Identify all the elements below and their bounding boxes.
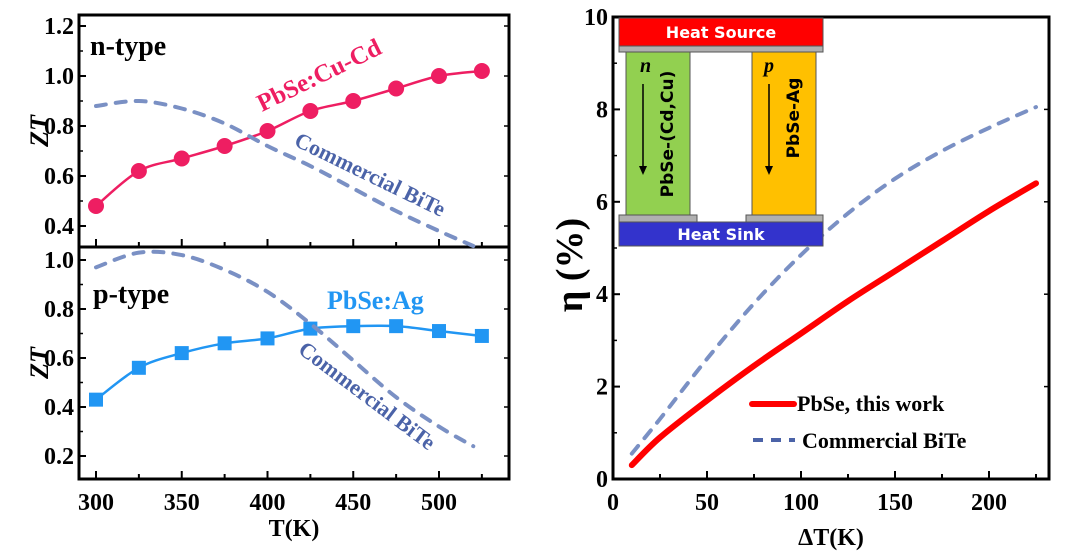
data-point (431, 68, 447, 84)
xtick-label: 500 (421, 490, 457, 516)
xtick-label: 0 (607, 490, 619, 516)
series-line-commercial-bite (94, 249, 476, 449)
series-line-commercial-bite (94, 98, 476, 248)
series-line-pbse-ag (95, 324, 483, 401)
xtick-label: 350 (164, 490, 200, 516)
n-series-label: PbSe:Cu-Cd (253, 34, 386, 117)
data-point (216, 138, 233, 154)
ytick-label: 1.2 (44, 14, 74, 40)
ytick-label: 0.8 (44, 114, 74, 140)
n-leg-label: PbSe-(Cd,Cu) (658, 71, 678, 198)
series-line-pbse-cu-cd (95, 69, 483, 207)
data-point (259, 123, 276, 139)
data-point (173, 150, 190, 167)
xtick-label: 300 (78, 490, 114, 516)
ytick-label: 0 (596, 467, 608, 493)
p-leg (751, 51, 817, 217)
legend-label-pbse: PbSe, this work (797, 391, 945, 416)
data-point (346, 319, 361, 334)
p-xlabel: T(K) (269, 516, 320, 542)
heat-sink-label: Heat Sink (677, 225, 765, 244)
ytick-label: 2 (596, 375, 608, 401)
data-point (88, 198, 104, 214)
data-point (473, 63, 490, 79)
heat-sink-block (618, 221, 824, 247)
n-symbol: n (640, 55, 651, 77)
ytick-label: 0.6 (44, 346, 74, 372)
data-point (388, 80, 405, 97)
xtick-label: 150 (877, 490, 913, 516)
data-point (432, 324, 446, 339)
n-leg (625, 51, 691, 217)
ytick-label: 0.4 (44, 214, 74, 240)
data-point (174, 346, 189, 361)
bottom-contact-right (745, 214, 824, 223)
n-ylabel: ZT (25, 114, 54, 148)
heat-source-block (618, 17, 824, 47)
bottom-contact-left (618, 214, 698, 223)
xtick-label: 100 (783, 490, 819, 516)
data-point (302, 103, 319, 119)
xtick-label: 450 (335, 490, 371, 516)
data-point (130, 163, 147, 179)
p-series-label: PbSe:Ag (327, 286, 424, 315)
n-type-panel: 1.2 1.0 0.8 0.6 0.4 (44, 14, 509, 248)
n-arrow-icon (639, 84, 647, 175)
ytick-label: 1.0 (44, 64, 74, 90)
p-arrow-icon (765, 84, 773, 175)
data-point (89, 392, 103, 407)
p-type-plot-frame (77, 245, 511, 481)
data-point (131, 360, 146, 375)
ytick-label: 8 (596, 97, 608, 123)
ytick-label: 10 (584, 5, 608, 31)
eff-xlabel: ΔT(K) (798, 525, 864, 551)
ytick-label: 6 (596, 190, 608, 216)
data-point (474, 328, 489, 343)
ytick-label: 0.2 (44, 444, 74, 470)
n-bite-label: Commercial BiTe (291, 127, 450, 222)
data-point (260, 331, 275, 346)
xtick-label: 50 (695, 490, 719, 516)
device-inset: Heat Source Heat Sink n p PbSe-(Cd,Cu) P… (618, 17, 824, 247)
ytick-label: 1.0 (44, 248, 74, 274)
eff-ylabel: η (%) (549, 218, 591, 312)
ytick-label: 0.8 (44, 297, 74, 323)
ytick-label: 0.4 (44, 395, 74, 421)
ytick-label: 4 (596, 282, 608, 308)
p-bite-label: Commercial BiTe (294, 336, 441, 455)
top-contact (618, 45, 824, 53)
heat-source-label: Heat Source (666, 23, 777, 42)
data-point (217, 336, 232, 351)
p-type-label: p-type (93, 279, 169, 310)
efficiency-legend: PbSe, this work Commercial BiTe (749, 391, 967, 453)
data-point (389, 319, 404, 334)
ytick-label: 0.6 (44, 164, 74, 190)
xtick-label: 400 (250, 490, 286, 516)
p-ylabel: ZT (25, 346, 54, 380)
xtick-label: 200 (971, 490, 1007, 516)
data-point (345, 93, 362, 109)
p-symbol: p (762, 55, 774, 77)
n-type-label: n-type (90, 31, 166, 62)
series-line-pbse-this-work (628, 180, 1039, 469)
legend-label-bite: Commercial BiTe (802, 428, 967, 453)
p-leg-label: PbSe-Ag (784, 78, 804, 159)
